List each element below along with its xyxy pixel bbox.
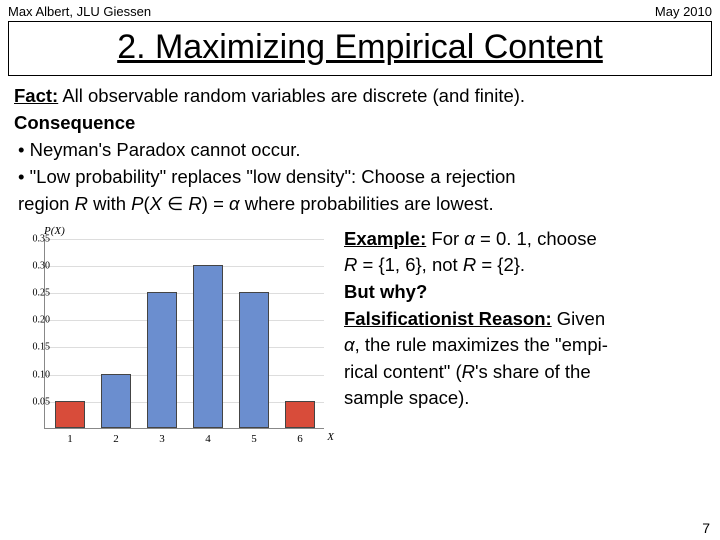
lower-region: P(X) X 123456 0.050.100.150.200.250.300.… [0,219,720,455]
bar-chart: P(X) X 123456 0.050.100.150.200.250.300.… [4,225,334,455]
ytick: 0.15 [33,342,51,353]
bar [285,401,315,428]
ytick: 0.25 [33,288,51,299]
header-left: Max Albert, JLU Giessen [8,4,151,19]
xtick: 2 [113,433,119,445]
right-column-text: Example: For α = 0. 1, choose R = {1, 6}… [344,225,608,455]
ytick: 0.35 [33,233,51,244]
xtick: 6 [297,433,303,445]
xtick: 4 [205,433,211,445]
ytick: 0.30 [33,260,51,271]
header-right: May 2010 [655,4,712,19]
ytick: 0.05 [33,396,51,407]
bar [101,374,131,428]
example-line2: R = {1, 6}, not R = {2}. [344,253,608,278]
example-line1: Example: For α = 0. 1, choose [344,227,608,252]
fals-line4: sample space). [344,386,608,411]
chart-plot-area: 123456 [44,239,324,429]
fals-line3: rical content" (R's share of the [344,360,608,385]
chart-xlabel: X [327,431,334,443]
fact-text: All observable random variables are disc… [58,85,525,106]
bar [193,265,223,428]
bar [147,292,177,428]
bullet-1: • Neyman's Paradox cannot occur. [14,138,706,163]
bar [239,292,269,428]
xtick: 1 [67,433,73,445]
xtick: 3 [159,433,165,445]
fals-line2: α, the rule maximizes the "empi- [344,333,608,358]
bullet-2-line1: • "Low probability" replaces "low densit… [14,165,706,190]
but-why: But why? [344,280,608,305]
bullet-2-line2: region R with P(X ∈ R) = α where probabi… [14,192,706,217]
body-text: Fact: All observable random variables ar… [0,84,720,217]
xtick: 5 [251,433,257,445]
fals-line1: Falsificationist Reason: Given [344,307,608,332]
consequence-label: Consequence [14,111,706,136]
ytick: 0.20 [33,315,51,326]
title-box: 2. Maximizing Empirical Content [8,21,712,76]
header-row: Max Albert, JLU Giessen May 2010 [0,0,720,19]
page-number: 7 [702,520,710,536]
ytick: 0.10 [33,369,51,380]
page-title: 2. Maximizing Empirical Content [9,28,711,67]
fact-label: Fact: [14,85,58,106]
bar [55,401,85,428]
fact-line: Fact: All observable random variables ar… [14,84,706,109]
